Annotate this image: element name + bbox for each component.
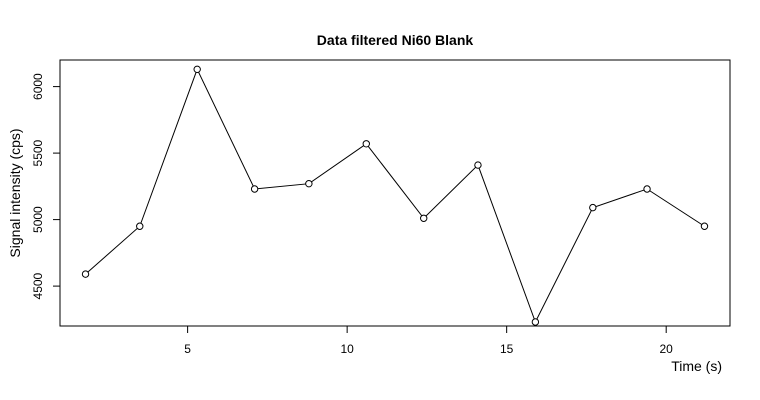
x-axis: 5 10 15 20 (184, 326, 673, 356)
data-point-7 (420, 214, 428, 222)
series-points (81, 65, 709, 326)
data-point-12 (700, 222, 709, 230)
data-point-6 (362, 140, 370, 148)
x-tick-label: 20 (660, 342, 674, 356)
chart-title: Data filtered Ni60 Blank (317, 32, 474, 48)
y-tick-label: 5500 (31, 139, 45, 166)
data-point-9 (531, 318, 540, 326)
plot-frame (59, 59, 731, 327)
data-point-4 (250, 185, 259, 193)
data-point-10 (589, 203, 597, 212)
x-tick-label: 15 (500, 342, 514, 356)
x-tick-label: 10 (340, 342, 354, 356)
series-line (85, 68, 705, 324)
x-tick-label: 5 (184, 342, 191, 356)
x-axis-label: Time (s) (671, 358, 722, 374)
data-point-5 (305, 179, 313, 188)
data-point-2 (136, 222, 144, 230)
data-point-1 (81, 270, 90, 278)
y-tick-label: 6000 (31, 73, 45, 100)
y-tick-label: 5000 (31, 206, 45, 233)
y-axis: 4500 5000 5500 6000 (31, 73, 60, 299)
y-tick-label: 4500 (31, 272, 45, 299)
data-point-3 (193, 65, 201, 74)
data-point-11 (643, 185, 651, 193)
y-axis-label: Signal intensity (cps) (7, 128, 23, 257)
data-point-8 (474, 161, 482, 169)
